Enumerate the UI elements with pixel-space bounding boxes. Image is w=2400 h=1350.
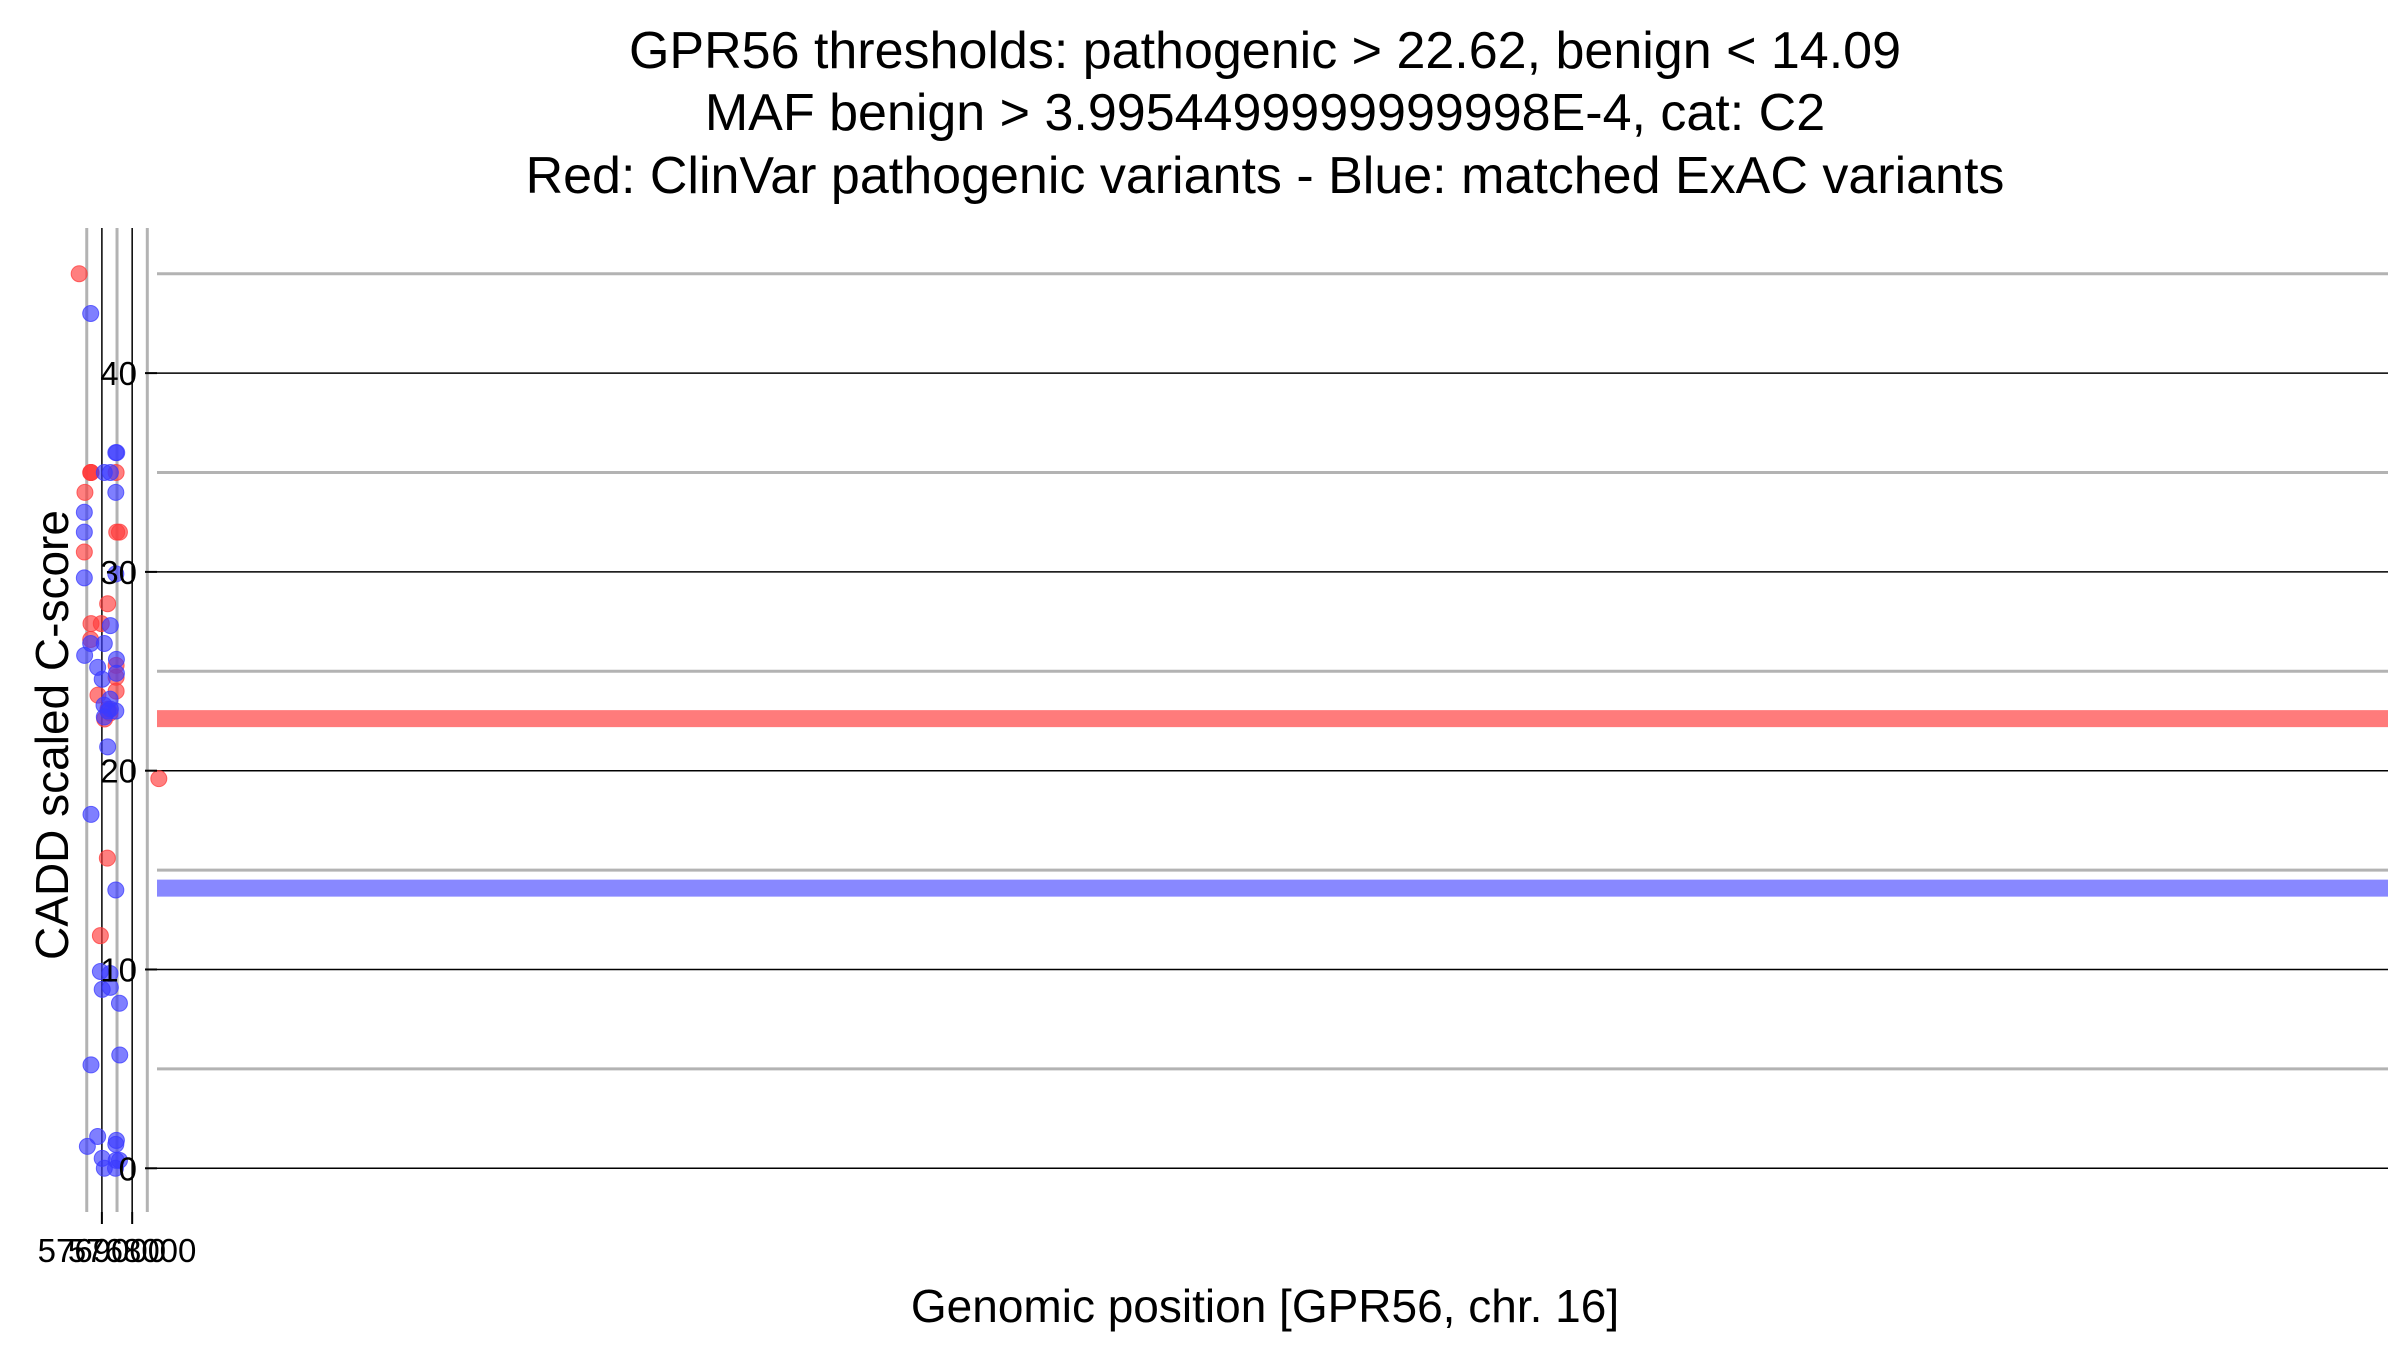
benign-point-4 <box>107 444 125 462</box>
benign-point-29 <box>93 980 111 998</box>
title-line-3: Red: ClinVar pathogenic variants - Blue:… <box>526 147 2005 205</box>
minor-gridlines <box>85 228 2388 1212</box>
threshold-lines <box>157 710 2388 897</box>
y-tick-label-3: 30 <box>100 554 137 591</box>
x-tick-label-1: 5769000 <box>38 1232 166 1269</box>
y-tick-label-0: 0 <box>119 1150 137 1187</box>
benign-point-23 <box>95 464 113 482</box>
benign-point-16 <box>101 617 119 635</box>
x-axis-title: Genomic position [GPR56, chr. 16] <box>911 1280 1619 1332</box>
pathogenic-point-18 <box>82 615 100 633</box>
benign-point-6 <box>107 565 125 583</box>
benign-point-41 <box>75 569 93 587</box>
benign-point-36 <box>82 805 100 823</box>
benign-point-10 <box>107 881 125 899</box>
title-line-1: GPR56 thresholds: pathogenic > 22.62, be… <box>629 22 1901 80</box>
benign-point-38 <box>78 1137 96 1155</box>
chart-title: GPR56 thresholds: pathogenic > 22.62, be… <box>526 22 2005 205</box>
benign-point-42 <box>76 646 94 664</box>
major-gridlines <box>101 228 2388 1212</box>
benign-point-40 <box>75 523 93 541</box>
pathogenic-point-2 <box>108 523 126 541</box>
benign-point-30 <box>93 1149 111 1167</box>
x-tick-label-0: 5768000 <box>68 1232 196 1269</box>
benign-point-31 <box>91 962 109 980</box>
benign-point-22 <box>99 738 117 756</box>
title-line-2: MAF benign > 3.9954499999999998E-4, cat:… <box>705 84 1825 142</box>
benign-point-1 <box>111 1046 129 1064</box>
pathogenic-point-9 <box>99 595 117 613</box>
y-tick-label-1: 10 <box>100 951 137 988</box>
benign-point-39 <box>75 503 93 521</box>
benign-point-33 <box>89 1127 107 1145</box>
pathogenic-point-13 <box>91 927 109 945</box>
y-tick-label-4: 40 <box>100 355 137 392</box>
y-tick-label-2: 20 <box>100 753 137 790</box>
pathogenic-point-20 <box>76 483 94 501</box>
pathogenic-point-0 <box>150 770 168 788</box>
pathogenic-point-22 <box>70 265 88 283</box>
benign-point-5 <box>107 483 125 501</box>
data-points <box>70 265 168 1177</box>
benign-point-26 <box>95 708 113 726</box>
benign-point-37 <box>82 1056 100 1074</box>
y-axis: 0 10 20 30 40 <box>100 355 157 1187</box>
benign-point-34 <box>82 304 100 322</box>
pathogenic-point-21 <box>75 543 93 561</box>
benign-point-0 <box>110 994 128 1012</box>
y-axis-title: CADD scaled C-score <box>26 510 78 960</box>
benign-point-32 <box>89 658 107 676</box>
pathogenic-point-10 <box>98 849 116 867</box>
benign-point-8 <box>107 664 125 682</box>
